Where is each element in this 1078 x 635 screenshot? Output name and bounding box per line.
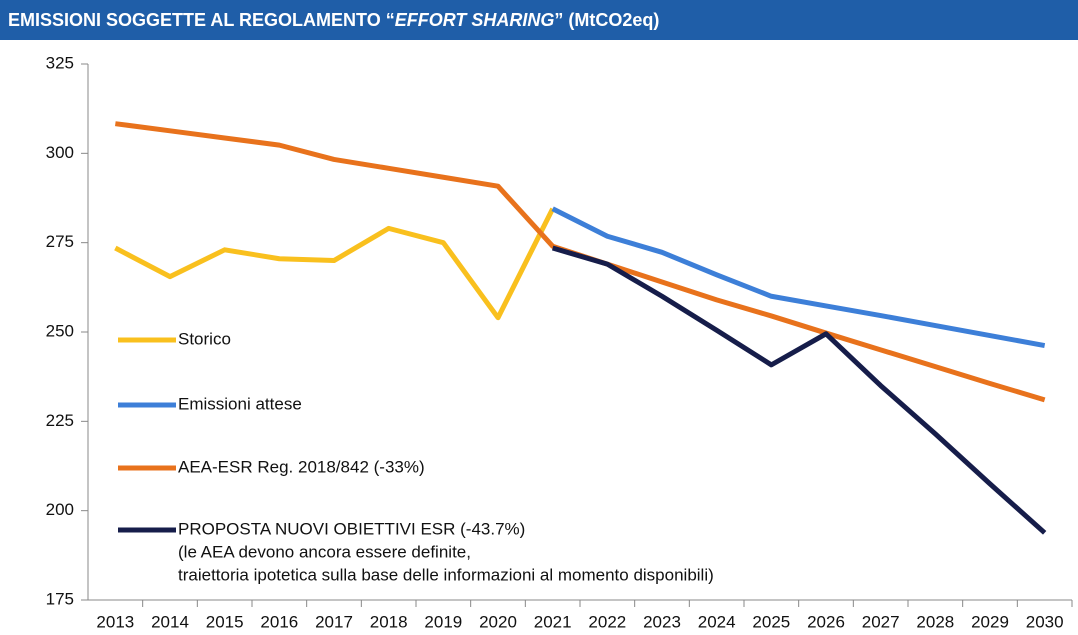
y-tick-label: 175: [46, 589, 74, 608]
x-tick-label: 2015: [206, 612, 244, 631]
legend-note: (le AEA devono ancora essere definite,: [178, 542, 471, 561]
x-tick-label: 2014: [151, 612, 189, 631]
x-tick-label: 2016: [260, 612, 298, 631]
x-tick-label: 2028: [916, 612, 954, 631]
x-tick-label: 2030: [1026, 612, 1064, 631]
x-tick-label: 2029: [971, 612, 1009, 631]
series-line: [115, 121, 1046, 403]
x-tick-label: 2017: [315, 612, 353, 631]
legend-label: PROPOSTA NUOVI OBIETTIVI ESR (-43.7%): [178, 519, 525, 538]
legend-label: Emissioni attese: [178, 394, 302, 413]
x-tick-label: 2023: [643, 612, 681, 631]
y-tick-label: 325: [46, 53, 74, 72]
x-tick-label: 2018: [370, 612, 408, 631]
x-tick-label: 2019: [424, 612, 462, 631]
title-bar: [0, 0, 1078, 40]
x-tick-label: 2021: [534, 612, 572, 631]
x-tick-label: 2027: [862, 612, 900, 631]
series-line: [551, 206, 1046, 349]
x-tick-label: 2020: [479, 612, 517, 631]
title-part: EFFORT SHARING: [395, 10, 555, 30]
legend-note: traiettoria ipotetica sulla base delle i…: [178, 565, 714, 584]
x-tick-label: 2013: [96, 612, 134, 631]
series-line: [114, 207, 555, 321]
x-tick-label: 2022: [588, 612, 626, 631]
legend-label: AEA-ESR Reg. 2018/842 (-33%): [178, 457, 425, 476]
title-part: ” (MtCO2eq): [554, 10, 659, 30]
series-line: [551, 245, 1047, 535]
y-tick-label: 275: [46, 232, 74, 251]
y-tick-label: 300: [46, 143, 74, 162]
y-tick-label: 250: [46, 321, 74, 340]
y-tick-label: 225: [46, 411, 74, 430]
title-part: EMISSIONI SOGGETTE AL REGOLAMENTO “: [8, 10, 395, 30]
chart-title: EMISSIONI SOGGETTE AL REGOLAMENTO “EFFOR…: [8, 10, 659, 30]
x-tick-label: 2025: [752, 612, 790, 631]
y-tick-label: 200: [46, 500, 74, 519]
x-tick-label: 2024: [698, 612, 736, 631]
legend-label: Storico: [178, 329, 231, 348]
x-tick-label: 2026: [807, 612, 845, 631]
